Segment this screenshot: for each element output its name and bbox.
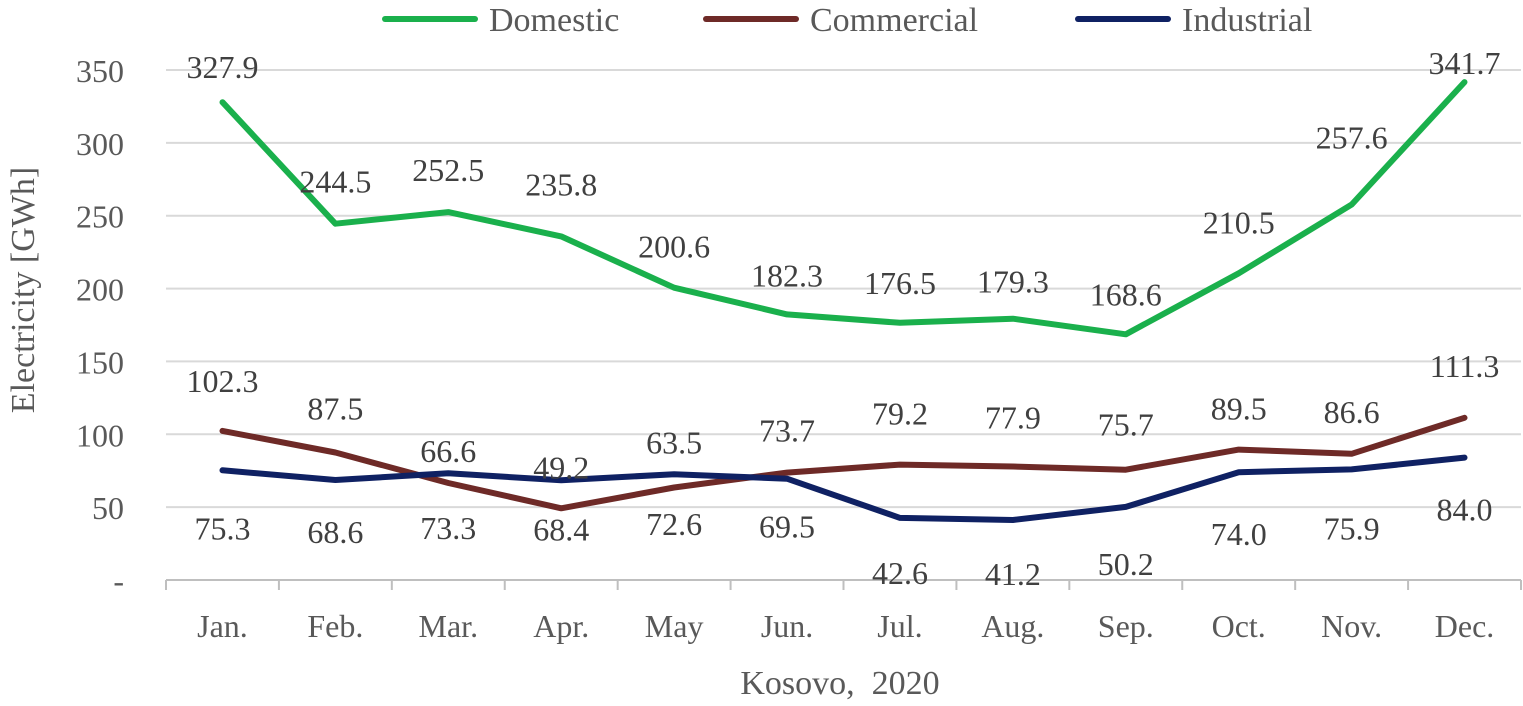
data-label-commercial: 79.2	[872, 396, 928, 432]
data-label-industrial: 75.3	[194, 510, 250, 546]
x-tick-label: Aug.	[981, 608, 1044, 644]
data-label-commercial: 73.7	[759, 413, 815, 449]
y-tick-label: 300	[76, 126, 124, 162]
data-label-industrial: 72.6	[646, 506, 702, 542]
y-tick-label: 150	[76, 344, 124, 380]
data-label-commercial: 89.5	[1211, 391, 1267, 427]
y-tick-label: 250	[76, 199, 124, 235]
y-axis-title: Electricity [GWh]	[5, 167, 42, 413]
y-tick-label: 100	[76, 417, 124, 453]
x-tick-label: Dec.	[1435, 608, 1495, 644]
data-label-domestic: 176.5	[864, 265, 936, 301]
data-label-domestic: 327.9	[186, 49, 258, 85]
data-label-industrial: 68.6	[307, 514, 363, 550]
series-line-domestic	[219, 79, 1468, 338]
x-tick-label: Mar.	[419, 608, 479, 644]
series-line-commercial	[219, 414, 1468, 512]
y-tick-label: -	[113, 563, 124, 599]
data-label-commercial: 49.2	[533, 449, 589, 485]
data-label-domestic: 168.6	[1090, 276, 1162, 312]
data-label-commercial: 66.6	[420, 433, 476, 469]
data-labels: 327.9 244.5 252.5 235.8 200.6 182.3 176.5 179.3…	[186, 45, 1500, 592]
data-label-industrial: 73.3	[420, 510, 476, 546]
data-label-domestic: 210.5	[1203, 204, 1275, 240]
legend-label-domestic: Domestic	[489, 2, 619, 39]
y-axis: - 50 100 150 200 250 300 350	[76, 53, 124, 599]
data-label-commercial: 111.3	[1430, 348, 1500, 384]
y-tick-label: 50	[92, 490, 124, 526]
data-label-commercial: 75.7	[1098, 407, 1154, 443]
series-line-industrial	[219, 454, 1468, 523]
x-tick-label: Oct.	[1212, 608, 1266, 644]
legend-label-industrial: Industrial	[1182, 2, 1312, 39]
data-label-domestic: 200.6	[638, 229, 710, 265]
series-lines	[219, 79, 1468, 523]
data-label-industrial: 68.4	[533, 511, 589, 547]
data-label-commercial: 102.3	[186, 363, 258, 399]
legend-label-commercial: Commercial	[810, 2, 978, 39]
y-tick-label: 200	[76, 272, 124, 308]
x-tick-label: Nov.	[1321, 608, 1382, 644]
y-tick-label: 350	[76, 53, 124, 89]
data-label-commercial: 63.5	[646, 424, 702, 460]
data-label-domestic: 341.7	[1429, 45, 1501, 81]
data-label-domestic: 244.5	[299, 164, 371, 200]
x-tick-label: Sep.	[1098, 608, 1154, 644]
data-label-commercial: 77.9	[985, 399, 1041, 435]
x-tick-label: Jul.	[877, 608, 922, 644]
x-axis: Jan. Feb. Mar. Apr. May Jun. Jul. Aug. Sep. Oct. N…	[165, 580, 1522, 644]
data-label-commercial: 87.5	[307, 391, 363, 427]
data-label-commercial: 86.6	[1324, 394, 1380, 430]
x-tick-label: Jan.	[197, 608, 248, 644]
data-label-industrial: 41.2	[985, 556, 1041, 592]
data-label-industrial: 50.2	[1098, 546, 1154, 582]
data-label-industrial: 75.9	[1324, 510, 1380, 546]
x-tick-label: Apr.	[533, 608, 589, 644]
data-label-industrial: 74.0	[1211, 516, 1267, 552]
data-label-domestic: 179.3	[977, 264, 1049, 300]
data-label-domestic: 182.3	[751, 257, 823, 293]
data-label-domestic: 257.6	[1316, 120, 1388, 156]
x-tick-label: Jun.	[761, 608, 813, 644]
data-label-industrial: 69.5	[759, 509, 815, 545]
x-tick-label: Feb.	[307, 608, 363, 644]
data-label-domestic: 235.8	[525, 166, 597, 202]
data-label-industrial: 42.6	[872, 555, 928, 591]
x-axis-title: Kosovo, 2020	[740, 665, 939, 702]
legend: Domestic Commercial Industrial	[382, 2, 1312, 39]
data-label-industrial: 84.0	[1437, 492, 1493, 528]
x-tick-label: May	[645, 608, 704, 644]
data-label-domestic: 252.5	[412, 152, 484, 188]
